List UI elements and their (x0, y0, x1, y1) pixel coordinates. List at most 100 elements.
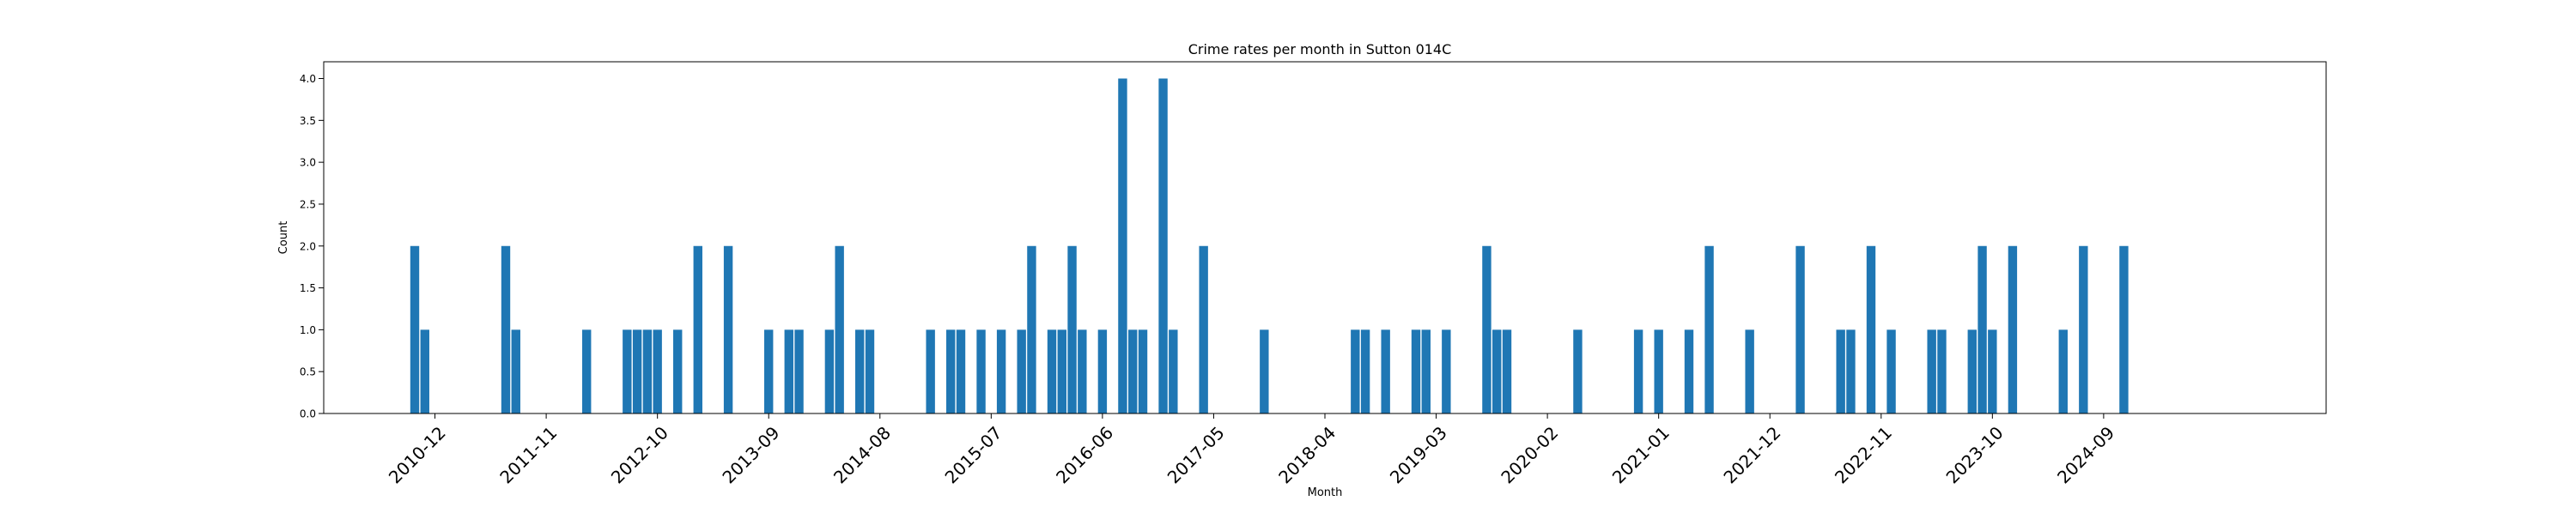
bar-2019-08 (1482, 245, 1492, 413)
bar-2015-10 (1017, 329, 1026, 413)
bar-2022-03 (1795, 245, 1805, 413)
bar-2024-07 (2079, 245, 2088, 413)
bar-2022-08 (1846, 329, 1856, 413)
bar-2023-12 (2008, 245, 2018, 413)
bar-2023-05 (1937, 329, 1947, 413)
chart-title: Crime rates per month in Sutton 014C (1188, 41, 1452, 57)
x-tick-label: 2016-06 (1052, 422, 1117, 487)
bar-2013-11 (784, 329, 793, 413)
bar-2019-01 (1411, 329, 1421, 413)
bar-2022-07 (1836, 329, 1845, 413)
bar-2021-01 (1654, 329, 1663, 413)
bar-2017-10 (1260, 329, 1269, 413)
bar-2021-04 (1684, 329, 1694, 413)
bar-2015-08 (996, 329, 1006, 413)
bar-2016-06 (1097, 329, 1108, 413)
bar-2013-09 (764, 329, 774, 413)
x-tick-label: 2018-04 (1274, 422, 1340, 487)
bar-2023-10 (1988, 329, 1997, 413)
bar-2020-05 (1573, 329, 1583, 413)
bar-2012-10 (653, 329, 662, 413)
bar-2017-04 (1199, 245, 1208, 413)
x-tick-label: 2022-11 (1831, 422, 1896, 487)
y-tick-label: 2.0 (300, 240, 316, 252)
y-tick-label: 0.5 (300, 366, 316, 378)
bar-2014-04 (835, 245, 844, 413)
bar-2014-06 (855, 329, 865, 413)
y-tick-label: 2.5 (300, 198, 316, 210)
x-tick-label: 2021-12 (1719, 422, 1784, 487)
bar-2015-04 (956, 329, 966, 413)
bar-2016-01 (1047, 329, 1057, 413)
bar-2016-12 (1158, 78, 1168, 414)
bar-2016-02 (1057, 329, 1066, 413)
y-axis: 0.0 0.5 1.0 1.5 2.0 2.5 3.0 3.5 4.0 (300, 73, 324, 420)
bar-2016-08 (1118, 78, 1127, 414)
bar-2022-10 (1866, 245, 1876, 413)
bars-group (410, 78, 2129, 414)
bar-2012-07 (623, 329, 632, 413)
x-axis: 2010-12 2011-11 2012-10 2013-09 2014-08 2015-… (385, 413, 2118, 487)
bar-2019-09 (1492, 329, 1502, 413)
bar-2021-06 (1704, 245, 1714, 413)
bar-2012-08 (632, 329, 642, 413)
bar-2019-02 (1421, 329, 1431, 413)
bar-2016-10 (1138, 329, 1148, 413)
x-tick-label: 2014-08 (829, 422, 895, 487)
y-tick-label: 3.5 (300, 115, 316, 127)
bar-2021-10 (1745, 329, 1754, 413)
x-tick-label: 2015-07 (941, 422, 1006, 487)
bar-2015-01 (926, 329, 935, 413)
bar-2024-11 (2119, 245, 2129, 413)
bar-2015-11 (1027, 245, 1036, 413)
x-tick-label: 2024-09 (2053, 422, 2118, 487)
x-tick-label: 2023-10 (1942, 422, 2008, 487)
bar-2013-05 (723, 245, 733, 413)
x-tick-label: 2017-05 (1163, 422, 1229, 487)
y-tick-label: 4.0 (300, 73, 316, 85)
bar-2011-08 (511, 329, 520, 413)
bar-2011-07 (501, 245, 511, 413)
bar-2015-06 (976, 329, 986, 413)
bar-2012-03 (582, 329, 592, 413)
bar-2016-04 (1078, 329, 1087, 413)
bar-2010-11 (420, 329, 429, 413)
x-tick-label: 2011-11 (495, 422, 561, 487)
x-tick-label: 2013-09 (718, 422, 783, 487)
x-tick-label: 2021-01 (1608, 422, 1674, 487)
bar-2019-10 (1502, 329, 1512, 413)
bar-2018-10 (1381, 329, 1390, 413)
y-tick-label: 0.0 (300, 408, 316, 420)
bar-2012-12 (673, 329, 683, 413)
bar-2016-03 (1067, 245, 1077, 413)
bar-2023-08 (1967, 329, 1977, 413)
x-tick-label: 2020-02 (1497, 422, 1562, 487)
bar-2019-04 (1442, 329, 1451, 413)
bar-2013-12 (794, 329, 804, 413)
bar-2015-03 (946, 329, 956, 413)
bar-2018-07 (1351, 329, 1360, 413)
bar-2014-03 (824, 329, 835, 413)
bar-2012-09 (642, 329, 653, 413)
bar-2023-09 (1978, 245, 1987, 413)
bar-2020-11 (1633, 329, 1643, 413)
bar-2014-07 (865, 329, 875, 413)
plot-frame (323, 61, 2327, 414)
y-axis-label: Count (277, 221, 290, 255)
bar-2013-02 (693, 245, 702, 413)
x-tick-label: 2012-10 (607, 422, 672, 487)
bar-2010-10 (410, 245, 420, 413)
y-tick-label: 3.0 (300, 157, 316, 169)
bar-2016-09 (1128, 329, 1138, 413)
bar-2018-08 (1360, 329, 1370, 413)
x-tick-label: 2010-12 (385, 422, 450, 487)
bar-2023-04 (1927, 329, 1936, 413)
x-tick-label: 2019-03 (1386, 422, 1451, 487)
bar-2022-12 (1886, 329, 1896, 413)
bar-2017-01 (1169, 329, 1178, 413)
y-tick-label: 1.5 (300, 282, 316, 294)
x-axis-label: Month (1308, 486, 1343, 499)
bar-2024-05 (2058, 329, 2068, 413)
